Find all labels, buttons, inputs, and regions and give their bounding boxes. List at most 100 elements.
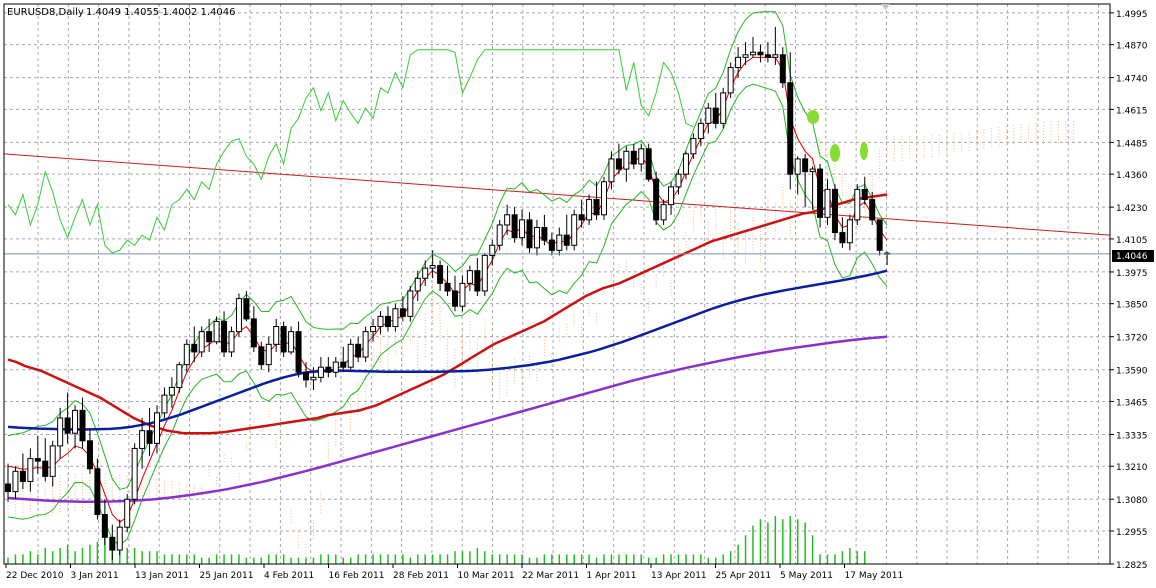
y-tick-label: 1.3080 [1116,496,1148,506]
candle-body [392,308,399,328]
candle-body [362,331,369,358]
candle-body [57,417,64,447]
current-price-label: 1.4046 [1116,252,1148,262]
candle-body [675,173,682,188]
x-tick-label: 25 Jan 2011 [200,571,254,581]
candle-body [653,178,660,221]
candle-body [630,150,637,165]
chart-shift-marker[interactable] [881,4,890,10]
candle-body [370,326,377,333]
symbol-label: EURUSD8,Daily [7,7,84,18]
y-tick-label: 1.4360 [1116,171,1148,181]
candle-body [817,168,824,218]
candle-body [556,234,563,251]
y-tick-label: 1.3210 [1116,463,1148,473]
candle-body [526,219,533,249]
candle-body [757,51,764,56]
candle-body [168,386,175,396]
candle-body [198,331,205,353]
candle-body [437,265,444,284]
candle-body [139,430,146,449]
candle-body [474,270,481,292]
candle-body [407,290,414,317]
candle-body [601,181,607,216]
candle-body [712,107,719,124]
candle-body [727,66,734,94]
candle-body [586,199,593,221]
candle-body [79,409,86,442]
candle-body [504,214,511,226]
candle-body [764,54,771,58]
candle-body [422,267,429,279]
candle-body [459,282,466,307]
x-tick-label: 1 Apr 2011 [587,571,637,581]
candle-body [12,470,19,493]
candle-body [347,343,354,368]
y-tick-label: 1.4230 [1116,204,1148,214]
candle-body [750,51,756,56]
candle-body [720,92,727,124]
candle-body [668,186,675,206]
y-tick-label: 1.4995 [1116,10,1148,20]
candle-body [690,138,697,155]
candle-body [332,361,339,373]
y-tick-label: 1.4870 [1116,42,1148,52]
candle-body [742,54,749,58]
ohlc-readout: 1.4049 1.4055 1.4002 1.4046 [86,7,236,18]
x-tick-label: 22 Mar 2011 [522,571,579,581]
candle-body [705,107,712,124]
candle-body [131,447,138,500]
candle-body [802,158,809,173]
candle-body [794,158,801,175]
candle-body [355,343,362,358]
y-tick-label: 1.3335 [1116,431,1148,441]
candle-body [533,226,540,249]
candle-body [541,226,548,241]
candle-body [72,409,79,434]
current-price-box [1112,250,1154,262]
candle-body [563,234,570,246]
candle-body [243,298,250,320]
candle-body [161,394,168,414]
trend-line [3,153,1111,236]
ma-long-line [7,335,888,504]
candle-body [414,277,421,292]
candle-body [303,371,309,381]
candle-body [310,376,317,381]
candle-body [519,219,526,239]
candle-body [146,430,153,444]
candle-body [295,331,302,373]
candle-body [809,168,816,173]
candle-body [49,445,56,477]
candle-body [228,331,235,353]
candle-body [27,458,34,482]
candle-body [124,498,131,528]
candle-body [697,122,704,140]
candle-body [42,460,49,477]
bollinger-lower [7,83,888,547]
candle-body [876,219,883,251]
y-tick-label: 1.3465 [1116,398,1148,408]
candle-body [444,282,451,292]
candle-body [265,343,272,366]
candle-body [548,239,555,251]
candle-body [384,315,391,328]
green-marker [860,142,868,160]
y-tick-label: 1.4485 [1116,139,1148,149]
candle-body [660,204,667,221]
x-tick-label: 5 May 2011 [780,571,833,581]
candle-body [839,232,846,244]
y-tick-label: 1.2825 [1116,561,1148,571]
candle-body [19,470,26,482]
candle-body [191,343,198,353]
candle-body [593,199,600,216]
y-tick-label: 1.3850 [1116,301,1148,311]
candle-body [235,298,242,333]
candle-body [623,150,630,170]
candle-body [176,364,183,388]
candle-body [831,188,838,234]
candle-body [183,343,190,366]
